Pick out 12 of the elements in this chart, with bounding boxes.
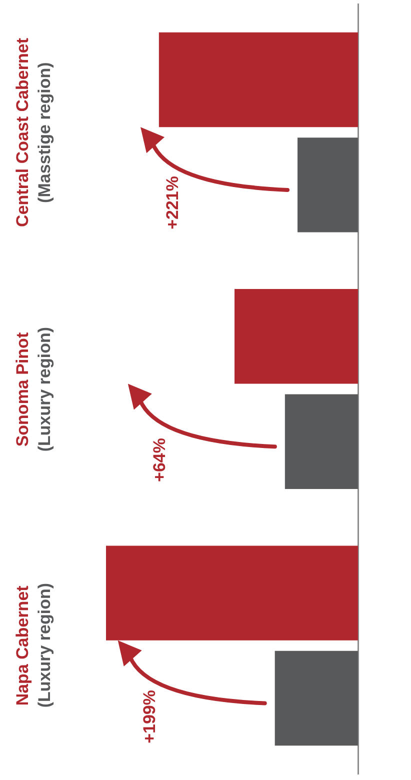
annotation: +199% [138, 690, 160, 743]
y-tick-label: Napa Cabernet (Luxury region) [12, 583, 55, 708]
annotation: +221% [162, 176, 183, 230]
annotation: +64% [148, 438, 170, 482]
y-tick-label: Central Coast Cabernet (Masstige region) [12, 38, 55, 227]
bar [298, 138, 358, 232]
bar [274, 650, 358, 746]
bar [234, 289, 358, 384]
bar [284, 394, 358, 489]
bar [158, 32, 358, 128]
bar [106, 546, 358, 640]
y-tick-label: Sonoma Pinot (Luxury region) [12, 326, 55, 452]
